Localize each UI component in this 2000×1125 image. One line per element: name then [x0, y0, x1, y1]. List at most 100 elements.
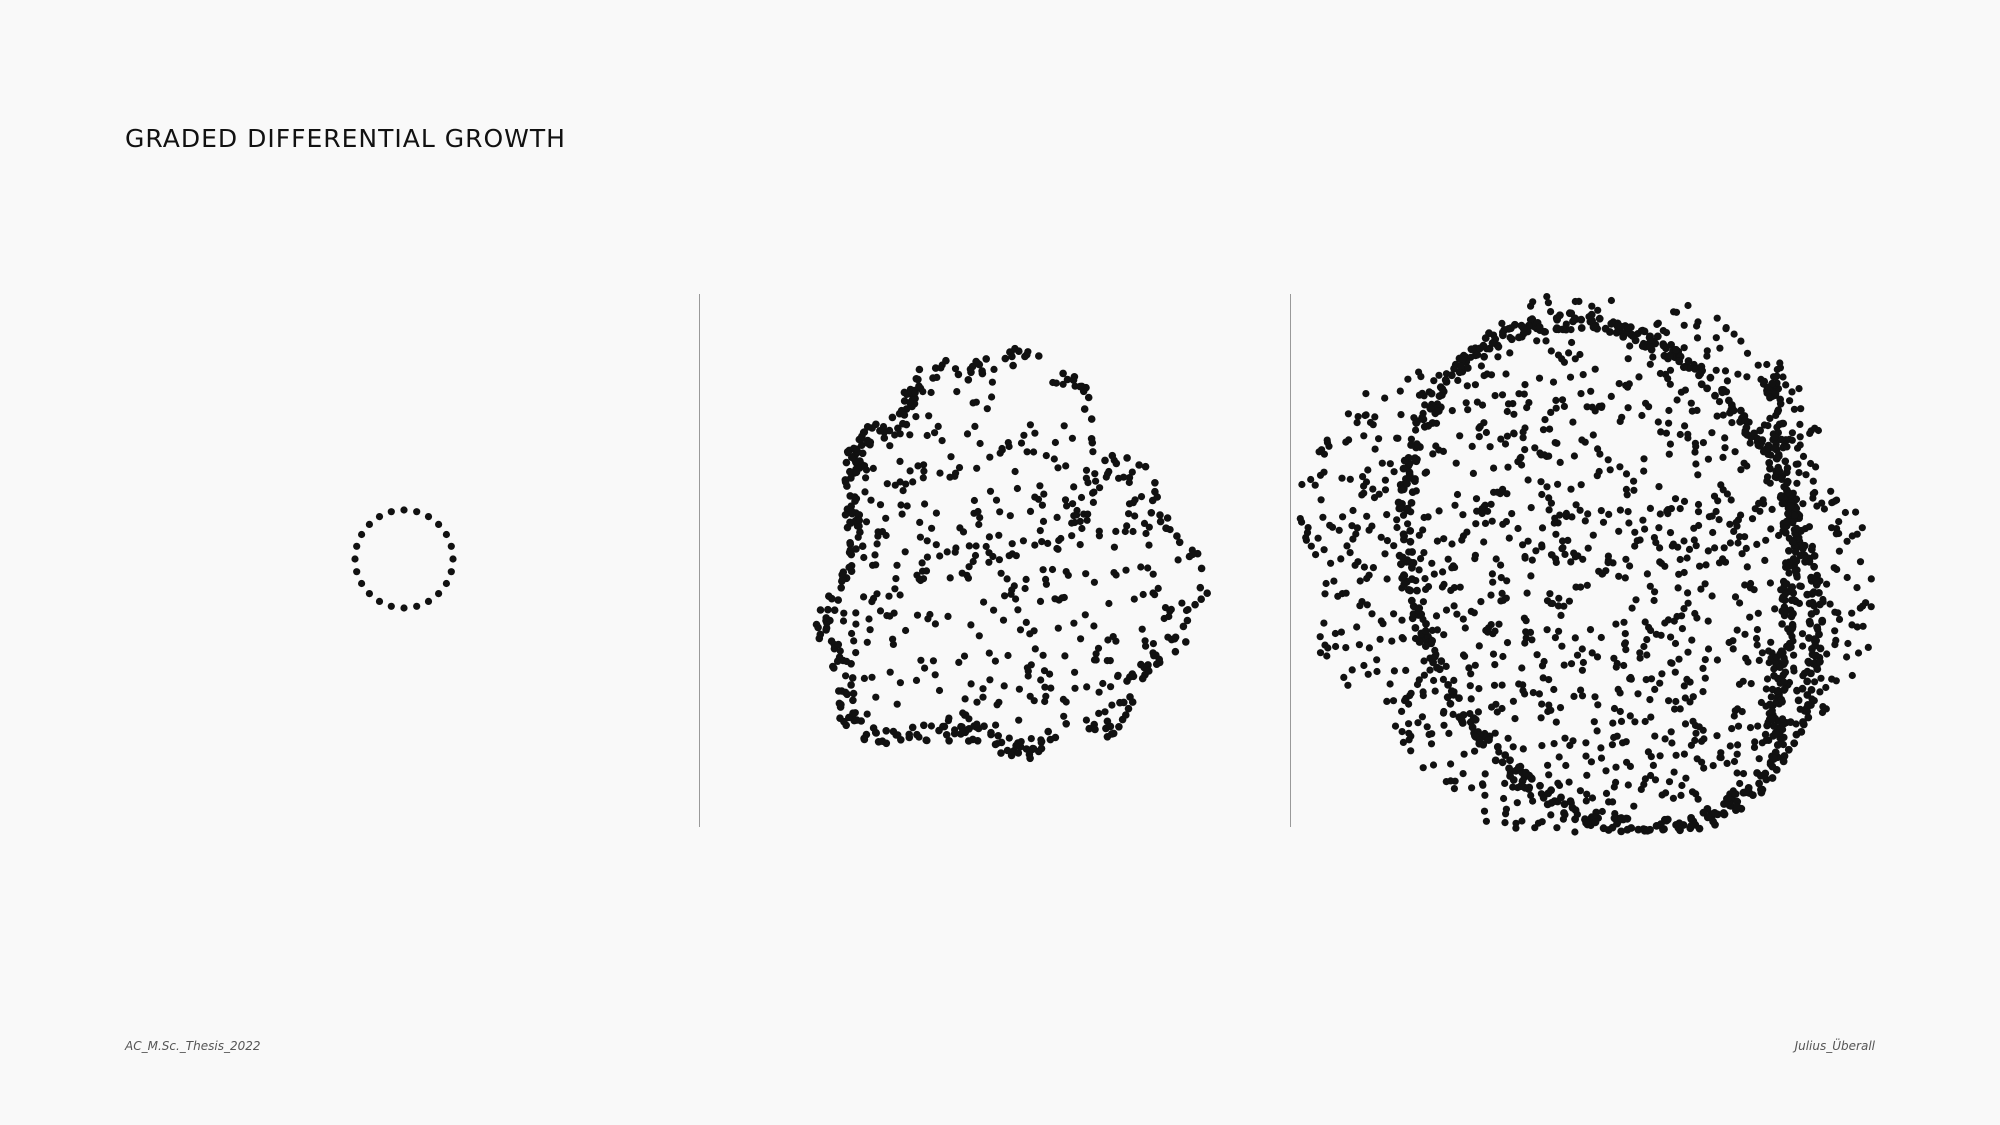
cloud-point — [1565, 597, 1573, 605]
cloud-point — [1353, 623, 1361, 631]
cloud-point — [1597, 507, 1605, 515]
band-point — [1807, 545, 1816, 554]
cloud-point — [1696, 562, 1704, 570]
band-point — [1411, 624, 1420, 632]
cloud-point — [955, 658, 963, 667]
cloud-point — [1667, 633, 1675, 641]
cloud-point — [1123, 677, 1131, 685]
cloud-point — [969, 557, 977, 566]
cloud-point — [1390, 610, 1398, 618]
cloud-point — [1694, 500, 1703, 509]
cloud-point — [1695, 723, 1703, 731]
cloud-point — [1420, 549, 1428, 557]
cloud-point — [1084, 393, 1093, 402]
band-point — [1554, 325, 1563, 334]
cloud-point — [825, 592, 833, 600]
cloud-point — [965, 563, 973, 571]
cloud-point — [982, 355, 990, 363]
cloud-point — [1552, 558, 1560, 567]
cloud-point — [1661, 370, 1670, 378]
cloud-point — [1576, 787, 1584, 795]
cloud-point — [1007, 751, 1016, 760]
cloud-point — [1009, 361, 1017, 370]
cloud-point — [1753, 641, 1761, 649]
cloud-point — [1555, 753, 1563, 761]
cloud-point — [1764, 422, 1772, 430]
band-point — [1741, 416, 1749, 425]
band-point — [1411, 477, 1419, 485]
band-point — [1779, 419, 1788, 428]
cloud-point — [1522, 617, 1530, 625]
cloud-point — [1360, 482, 1368, 490]
cloud-point — [1680, 750, 1688, 758]
cloud-point — [853, 468, 861, 476]
cloud-point — [1802, 471, 1810, 479]
cloud-point — [986, 453, 994, 461]
cloud-point — [1340, 673, 1348, 682]
cloud-point — [896, 679, 905, 687]
cloud-point — [927, 388, 935, 397]
cloud-point — [1822, 705, 1830, 713]
ring-point — [387, 602, 395, 610]
cloud-point — [840, 717, 848, 726]
cloud-point — [1704, 645, 1713, 653]
cloud-point — [1766, 414, 1774, 422]
cloud-point — [1458, 536, 1466, 544]
cloud-point — [1124, 704, 1133, 713]
cloud-point — [1742, 544, 1750, 553]
cloud-point — [1062, 698, 1070, 706]
cloud-point — [1519, 687, 1527, 695]
cloud-point — [839, 617, 848, 625]
cloud-point — [1806, 429, 1814, 437]
band-point — [1394, 498, 1403, 507]
cloud-point — [1439, 709, 1448, 717]
cloud-point — [1552, 396, 1560, 404]
cloud-point — [1665, 450, 1673, 458]
cloud-point — [848, 507, 856, 516]
cloud-point — [1092, 477, 1100, 485]
cloud-point — [1569, 418, 1577, 426]
cloud-point — [1090, 622, 1098, 630]
cloud-point — [1616, 707, 1624, 716]
cloud-point — [1368, 522, 1376, 530]
cloud-point — [1488, 570, 1496, 578]
cloud-point — [1823, 580, 1831, 588]
cloud-point — [1854, 649, 1863, 657]
cloud-point — [1715, 398, 1724, 406]
cloud-point — [1015, 347, 1023, 356]
cloud-point — [1670, 617, 1678, 625]
cloud-point — [1506, 349, 1514, 357]
cloud-point — [1692, 729, 1700, 737]
cloud-point — [1545, 771, 1553, 779]
cloud-point — [1568, 338, 1576, 347]
cloud-point — [1672, 751, 1680, 759]
cloud-point — [1503, 577, 1511, 585]
cloud-point — [1087, 415, 1096, 423]
cloud-point — [1828, 675, 1836, 683]
cloud-point — [1468, 784, 1476, 792]
cloud-point — [868, 424, 876, 432]
cloud-point — [1501, 440, 1510, 448]
cloud-point — [1076, 382, 1084, 391]
cloud-point — [971, 422, 979, 430]
cloud-point — [1643, 636, 1651, 644]
cloud-point — [1031, 429, 1039, 437]
cloud-point — [1013, 484, 1022, 493]
ring-point — [400, 506, 408, 514]
panel-divider-2 — [1290, 294, 1291, 827]
cloud-point — [933, 373, 941, 381]
cloud-point — [1767, 525, 1775, 533]
band-point — [1775, 452, 1783, 460]
band-point — [1628, 332, 1637, 340]
cloud-point — [1656, 510, 1664, 518]
cloud-point — [1546, 590, 1554, 598]
cloud-point — [1743, 373, 1751, 381]
cloud-point — [1015, 716, 1023, 724]
cloud-point — [900, 411, 909, 419]
cloud-point — [1450, 676, 1458, 685]
cloud-point — [1550, 740, 1558, 748]
cloud-point — [1077, 493, 1086, 502]
cloud-point — [1680, 344, 1688, 352]
cloud-point — [1020, 431, 1028, 439]
cloud-point — [1034, 747, 1043, 756]
